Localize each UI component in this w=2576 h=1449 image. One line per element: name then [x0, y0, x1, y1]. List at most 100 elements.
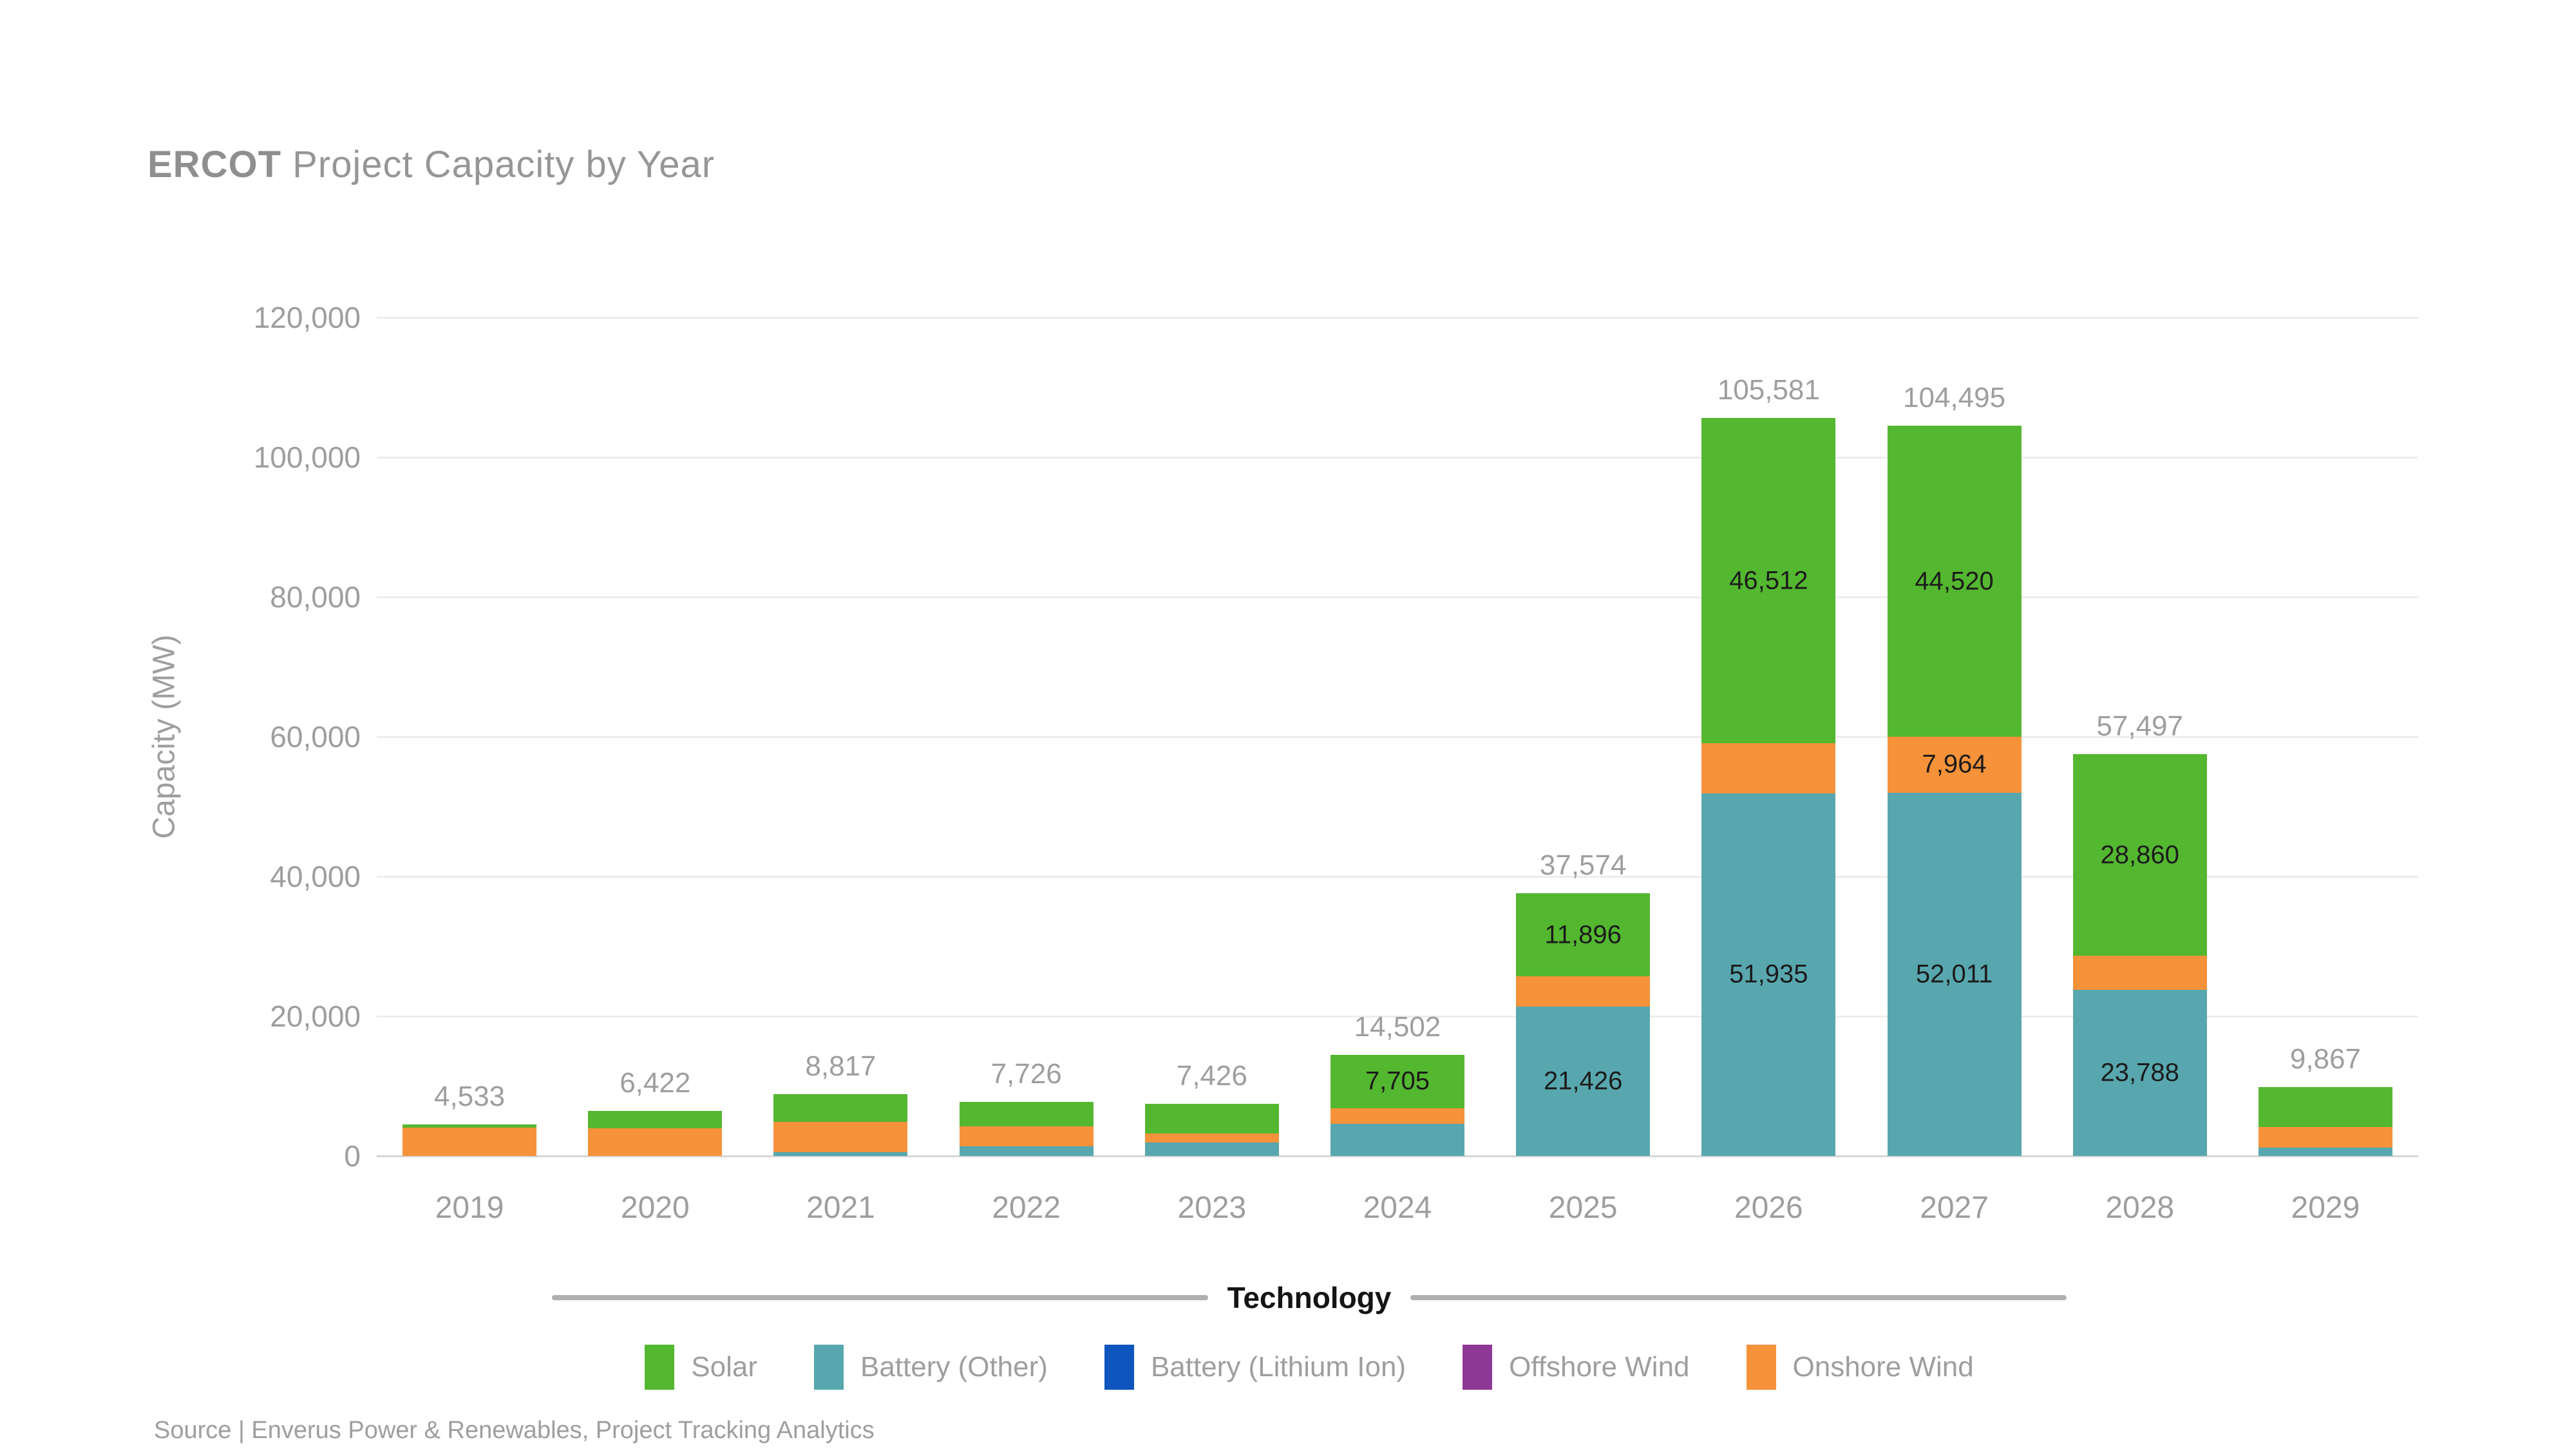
segment-2026-battery-other[interactable]	[1701, 793, 1836, 1156]
segment-2024-solar[interactable]	[1331, 1054, 1464, 1109]
segment-value-label: 23,788	[2100, 1058, 2179, 1087]
bar-2020[interactable]	[588, 317, 723, 1156]
legend-item-label: Offshore Wind	[1509, 1351, 1690, 1383]
segment-2025-solar[interactable]	[1516, 893, 1651, 977]
legend-swatch-icon	[645, 1345, 675, 1390]
legend-divider-left	[552, 1295, 1208, 1300]
legend-item-label: Onshore Wind	[1792, 1351, 1974, 1383]
segment-value-label: 7,964	[1922, 750, 1987, 779]
total-label-2021: 8,817	[805, 1050, 876, 1083]
legend-group-title: Technology	[1227, 1281, 1392, 1314]
plot-area: 4,533 6,422 8,817 7,726 7,426 14,502 7,705 37,5…	[377, 317, 2418, 1157]
segment-2027-battery-other[interactable]	[1887, 792, 2022, 1156]
segment-value-label: 46,512	[1729, 566, 1808, 595]
x-tick-label-2023: 2023	[1177, 1191, 1247, 1225]
legend-items: Solar Battery (Other) Battery (Lithium Ion…	[552, 1345, 2067, 1390]
legend-item-label: Solar	[691, 1351, 757, 1383]
legend-item-battery-lithium-ion[interactable]: Battery (Lithium Ion)	[1104, 1345, 1406, 1390]
segment-2026-solar[interactable]	[1701, 418, 1836, 744]
segment-2021-battery-other[interactable]	[773, 1151, 908, 1156]
segment-value-label: 7,705	[1365, 1066, 1430, 1095]
total-label-2023: 7,426	[1176, 1060, 1247, 1092]
y-tick-label: 20,000	[270, 999, 361, 1033]
segment-2020-onshore-wind[interactable]	[588, 1128, 723, 1156]
segment-2024-battery-other[interactable]	[1331, 1124, 1464, 1156]
bar-2022[interactable]	[959, 317, 1094, 1156]
bar-2026[interactable]: 51,935 46,512	[1701, 317, 1836, 1156]
y-tick-label: 100,000	[253, 440, 361, 474]
legend-swatch-icon	[1463, 1345, 1493, 1390]
segment-2027-onshore-wind[interactable]	[1887, 737, 2022, 793]
bar-2027[interactable]: 52,011 7,964 44,520	[1887, 317, 2022, 1156]
bar-2028[interactable]: 23,788 28,860	[2072, 317, 2207, 1156]
gridline-80000	[377, 596, 2418, 598]
x-tick-label-2026: 2026	[1734, 1191, 1803, 1225]
segment-2023-onshore-wind[interactable]	[1144, 1133, 1279, 1142]
y-tick-label: 80,000	[270, 580, 361, 614]
segment-2026-onshore-wind[interactable]	[1701, 743, 1836, 793]
total-label-2019: 4,533	[434, 1080, 506, 1112]
segment-2024-onshore-wind[interactable]	[1331, 1108, 1464, 1124]
segment-2023-battery-other[interactable]	[1144, 1142, 1279, 1156]
segment-2023-solar[interactable]	[1144, 1104, 1279, 1134]
segment-value-label: 52,011	[1915, 960, 1993, 989]
segment-2025-onshore-wind[interactable]	[1516, 976, 1651, 1007]
segment-value-label: 44,520	[1915, 567, 1994, 596]
bar-2025[interactable]: 21,426 11,896	[1516, 317, 1651, 1156]
segment-2029-onshore-wind[interactable]	[2258, 1126, 2392, 1148]
segment-2022-onshore-wind[interactable]	[959, 1126, 1094, 1147]
segment-value-label: 11,896	[1544, 920, 1622, 949]
x-tick-label-2027: 2027	[1920, 1191, 1989, 1225]
segment-2019-solar[interactable]	[402, 1124, 537, 1128]
segment-2025-battery-other[interactable]	[1516, 1006, 1651, 1156]
y-tick-label: 40,000	[270, 860, 361, 893]
gridline-60000	[377, 736, 2418, 738]
legend-item-battery-other[interactable]: Battery (Other)	[813, 1345, 1048, 1390]
source-attribution: Source | Enverus Power & Renewables, Pro…	[154, 1417, 875, 1444]
segment-2022-battery-other[interactable]	[959, 1146, 1094, 1156]
bar-2019[interactable]	[402, 317, 537, 1156]
segment-2021-onshore-wind[interactable]	[773, 1121, 908, 1152]
total-label-2029: 9,867	[2289, 1043, 2361, 1075]
legend-item-onshore-wind[interactable]: Onshore Wind	[1746, 1345, 1974, 1390]
total-label-2028: 57,497	[2096, 710, 2183, 743]
legend-item-solar[interactable]: Solar	[645, 1345, 757, 1390]
segment-2019-onshore-wind[interactable]	[402, 1127, 537, 1156]
bar-2023[interactable]	[1144, 317, 1279, 1156]
bar-2024[interactable]: 7,705	[1331, 317, 1464, 1156]
total-label-2025: 37,574	[1539, 849, 1627, 882]
segment-2028-battery-other[interactable]	[2072, 989, 2207, 1156]
segment-2028-solar[interactable]	[2072, 754, 2207, 956]
bar-2029[interactable]	[2258, 317, 2392, 1156]
x-tick-label-2022: 2022	[992, 1191, 1061, 1225]
segment-2022-solar[interactable]	[959, 1102, 1094, 1126]
x-tick-label-2021: 2021	[806, 1191, 875, 1225]
segment-2020-solar[interactable]	[588, 1111, 723, 1128]
legend: Technology Solar Battery (Other) Battery (…	[552, 1280, 2067, 1390]
chart-title-rest: Project Capacity by Year	[281, 144, 715, 185]
gridline-0	[377, 1155, 2418, 1157]
segment-value-label: 21,426	[1544, 1066, 1623, 1095]
segment-2027-solar[interactable]	[1887, 426, 2022, 737]
legend-header: Technology	[552, 1280, 2067, 1315]
total-label-2020: 6,422	[620, 1067, 691, 1099]
y-tick-label: 0	[344, 1139, 361, 1173]
segment-2029-battery-other[interactable]	[2258, 1147, 2392, 1156]
legend-item-label: Battery (Other)	[860, 1351, 1048, 1383]
total-label-2027: 104,495	[1903, 382, 2006, 414]
total-label-2024: 14,502	[1354, 1010, 1441, 1043]
segment-value-label: 51,935	[1729, 960, 1808, 989]
segment-2021-solar[interactable]	[773, 1094, 908, 1122]
legend-item-offshore-wind[interactable]: Offshore Wind	[1463, 1345, 1690, 1390]
segment-2029-solar[interactable]	[2258, 1086, 2392, 1127]
legend-swatch-icon	[1104, 1345, 1134, 1390]
legend-swatch-icon	[1746, 1345, 1776, 1390]
segment-2028-onshore-wind[interactable]	[2072, 956, 2207, 990]
x-tick-label-2028: 2028	[2105, 1191, 2175, 1225]
legend-divider-right	[1410, 1295, 2067, 1300]
chart-title-brand: ERCOT	[147, 144, 281, 185]
bar-2021[interactable]	[773, 317, 908, 1156]
x-tick-label-2029: 2029	[2291, 1191, 2360, 1225]
total-label-2022: 7,726	[990, 1058, 1062, 1090]
y-tick-label: 120,000	[253, 301, 361, 334]
